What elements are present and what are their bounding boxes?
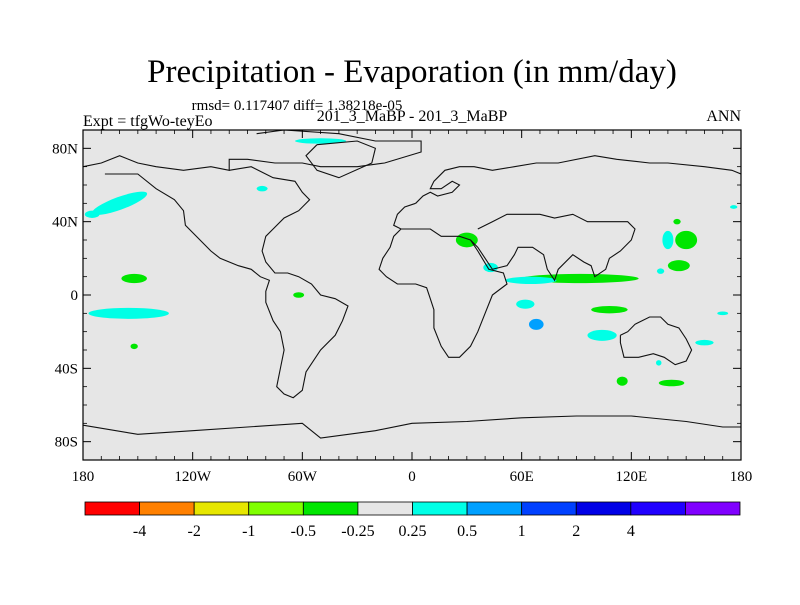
- colorbar-box-9: [575, 501, 632, 516]
- colorbar-label-0: -4: [133, 523, 146, 540]
- chart-title: Precipitation - Evaporation (in mm/day): [147, 54, 677, 90]
- anomaly-patch-14: [591, 306, 628, 314]
- y-tick-label-4: 80S: [55, 435, 78, 451]
- coastline-4: [470, 213, 636, 282]
- coastline-1: [104, 166, 349, 399]
- coastline-7: [83, 415, 741, 439]
- anomaly-patch-23: [616, 376, 628, 386]
- right-label: ANN: [706, 108, 741, 125]
- colorbar-label-4: -0.25: [341, 523, 374, 540]
- x-tick-label-3: 0: [408, 469, 416, 485]
- anomaly-patch-12: [516, 299, 535, 309]
- coastline-0: [83, 130, 422, 171]
- x-tick-label-1: 120W: [174, 469, 212, 485]
- anomaly-layer: [84, 138, 738, 387]
- anomaly-patch-24: [658, 379, 685, 387]
- anomaly-patch-13: [528, 318, 544, 330]
- colorbar-box-3: [248, 501, 304, 516]
- anomaly-patch-26: [730, 205, 738, 209]
- anomaly-patch-18: [667, 260, 690, 272]
- colorbar-label-6: 0.5: [457, 523, 477, 540]
- anomaly-patch-7: [293, 292, 305, 298]
- colorbar-label-8: 2: [572, 523, 580, 540]
- map-background: [83, 130, 741, 460]
- anomaly-patch-25: [656, 360, 662, 366]
- colorbar-box-11: [685, 501, 741, 516]
- coastline-5: [619, 316, 693, 366]
- anomaly-patch-19: [673, 218, 681, 225]
- left-label: Expt = tfgWo-teyEo: [83, 113, 212, 130]
- y-tick-label-2: 0: [71, 288, 79, 304]
- anomaly-patch-6: [130, 343, 138, 350]
- colorbar-box-4: [302, 501, 359, 516]
- stats-line: rmsd= 0.117407 diff= 1.38218e-05: [192, 98, 403, 114]
- colorbar-label-9: 4: [627, 523, 635, 540]
- colorbar-box-6: [412, 501, 468, 516]
- y-tick-label-0: 80N: [52, 141, 78, 157]
- colorbar-box-5: [357, 501, 413, 516]
- colorbar-box-0: [84, 501, 140, 516]
- anomaly-patch-1: [84, 210, 100, 218]
- center-label: 201_3_MaBP - 201_3_MaBP: [317, 108, 508, 125]
- colorbar-box-7: [466, 501, 523, 516]
- x-tick-label-6: 180: [730, 469, 753, 485]
- anomaly-patch-3: [256, 185, 268, 192]
- anomaly-patch-20: [656, 268, 665, 274]
- x-tick-label-5: 120E: [615, 469, 647, 485]
- colorbar-label-1: -2: [188, 523, 201, 540]
- x-tick-label-2: 60W: [288, 469, 318, 485]
- coastline-layer: [83, 130, 741, 439]
- colorbar-label-5: 0.25: [399, 523, 427, 540]
- colorbar-label-3: -0.5: [291, 523, 316, 540]
- axis-ticks: 180 120W 60W 0 60E 120E 180 80N 40N 0 40S 80S: [52, 130, 752, 485]
- anomaly-patch-11: [505, 276, 557, 285]
- x-tick-label-4: 60E: [510, 469, 534, 485]
- anomaly-patch-4: [121, 273, 147, 284]
- colorbar-label-7: 1: [518, 523, 526, 540]
- x-tick-label-0: 180: [72, 469, 95, 485]
- anomaly-patch-17: [662, 230, 674, 250]
- anomaly-patch-2: [295, 138, 347, 144]
- coastline-6: [305, 140, 377, 179]
- colorbar-box-10: [630, 501, 686, 516]
- colorbar-label-2: -1: [242, 523, 255, 540]
- y-tick-label-3: 40S: [55, 361, 78, 377]
- anomaly-patch-21: [695, 339, 714, 346]
- anomaly-patch-5: [88, 307, 169, 319]
- coastline-2: [378, 202, 508, 358]
- anomaly-patch-0: [91, 191, 148, 216]
- y-tick-label-1: 40N: [52, 215, 78, 231]
- anomaly-patch-15: [587, 329, 617, 341]
- colorbar-box-2: [193, 501, 250, 516]
- colorbar-box-8: [521, 501, 577, 516]
- anomaly-patch-22: [717, 311, 729, 316]
- colorbar-box-1: [139, 501, 195, 516]
- colorbar: -4 -2 -1 -0.5 -0.25 0.25 0.5 1 2 4: [84, 501, 741, 540]
- anomaly-patch-16: [675, 230, 698, 250]
- coastline-3: [415, 155, 741, 204]
